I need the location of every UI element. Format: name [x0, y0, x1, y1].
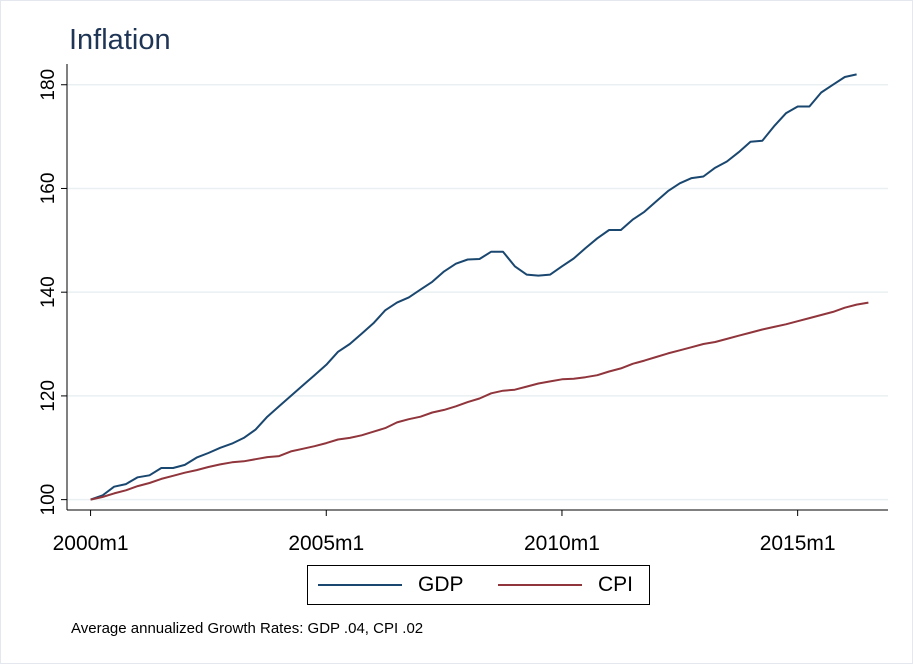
y-tick-label-120: 120 — [38, 380, 59, 412]
axes: 100 120 140 160 180 2000m1 2005m1 2010m1 2015m1 — [38, 64, 888, 555]
legend-label-gdp: GDP — [418, 573, 464, 596]
legend-item-gdp: GDP — [318, 566, 464, 604]
series-line-cpi — [90, 301, 869, 501]
x-tick-label-2010m1: 2010m1 — [524, 532, 600, 555]
y-tick-label-140: 140 — [38, 276, 59, 308]
legend-swatch-cpi — [498, 584, 582, 586]
gridlines — [67, 83, 888, 501]
footnote: Average annualized Growth Rates: GDP .04… — [71, 620, 424, 637]
x-tick-label-2015m1: 2015m1 — [760, 532, 836, 555]
legend: GDP CPI — [307, 565, 650, 605]
y-tick-label-100: 100 — [38, 484, 59, 516]
series-line-gdp — [90, 73, 857, 501]
x-tick-label-2000m1: 2000m1 — [53, 532, 129, 555]
x-tick-label-2005m1: 2005m1 — [288, 532, 364, 555]
chart-title: Inflation — [69, 24, 171, 56]
legend-swatch-gdp — [318, 584, 402, 586]
series-lines — [90, 73, 869, 501]
legend-item-cpi: CPI — [498, 566, 633, 604]
legend-label-cpi: CPI — [598, 573, 634, 596]
y-tick-label-160: 160 — [38, 173, 59, 205]
y-tick-label-180: 180 — [38, 69, 59, 101]
